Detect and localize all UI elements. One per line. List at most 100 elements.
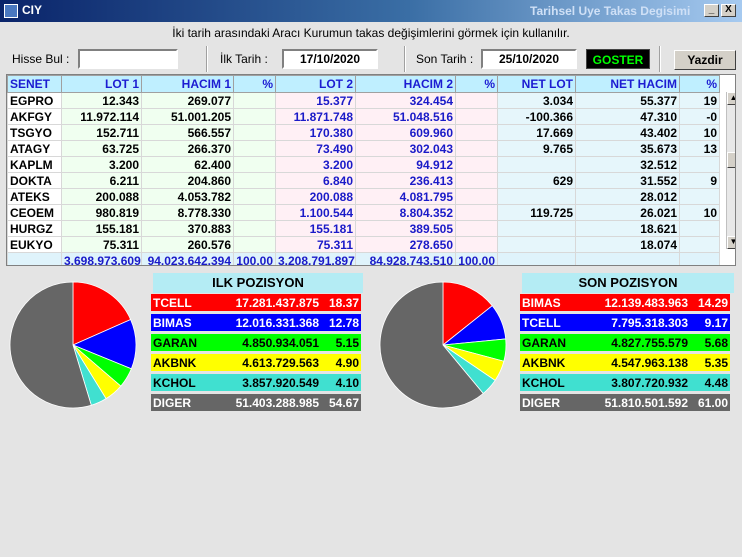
pie-slice-diger (9, 281, 92, 409)
total-pct2: 100,00 (455, 252, 498, 265)
col-header-pct1[interactable]: % (233, 75, 276, 93)
cell-pct1 (233, 204, 276, 221)
hisse-search-input[interactable] (78, 49, 178, 69)
pos-name: DIGER (520, 394, 578, 411)
cell-net-hacim: 47.310 (575, 108, 680, 125)
window-subtitle: Tarihsel Uye Takas Degisimi (530, 4, 691, 18)
cell-pct3: 13 (679, 140, 720, 157)
cell-senet: DOKTA (7, 172, 62, 189)
table-row[interactable]: ATEKS 200.088 4.053.782 200.088 4.081.795 28.… (7, 188, 720, 205)
table-row[interactable]: TSGYO 152.711 566.557 170.380 609.960 17.669 4… (7, 124, 720, 141)
col-header-pct2[interactable]: % (455, 75, 498, 93)
cell-lot2: 3.200 (275, 156, 356, 173)
pos-pct: 14.29 (690, 294, 730, 311)
position-row: DIGER 51.810.501.592 61.00 (520, 394, 730, 411)
cell-lot2: 11.871.748 (275, 108, 356, 125)
position-row: DIGER 51.403.288.985 54.67 (151, 394, 361, 411)
cell-pct1 (233, 108, 276, 125)
ilk-tarih-label: İlk Tarih : (220, 52, 268, 66)
position-row: KCHOL 3.857.920.549 4.10 (151, 374, 361, 391)
cell-hacim2: 278.650 (355, 236, 456, 253)
cell-hacim1: 4.053.782 (141, 188, 234, 205)
scroll-up-icon[interactable]: ▲ (727, 92, 735, 105)
cell-pct3 (679, 156, 720, 173)
col-header-senet[interactable]: SENET (7, 75, 62, 93)
cell-pct1 (233, 156, 276, 173)
pos-pct: 4.48 (690, 374, 730, 391)
col-header-net-hacim[interactable]: NET HACIM (575, 75, 680, 93)
cell-net-hacim: 32.512 (575, 156, 680, 173)
data-grid[interactable]: SENET LOT 1 HACIM 1 % LOT 2 HACIM 2 % NE… (6, 74, 736, 266)
cell-senet: TSGYO (7, 124, 62, 141)
cell-net-lot (497, 236, 576, 253)
table-row[interactable]: EGPRO 12.343 269.077 15.377 324.454 3.034 55.3… (7, 92, 720, 109)
pos-value: 51.403.288.985 (209, 394, 321, 411)
app-icon (4, 4, 18, 18)
col-header-pct3[interactable]: % (679, 75, 720, 93)
ilk-pozisyon-title: ILK POZISYON (153, 273, 363, 293)
pos-pct: 5.15 (321, 334, 361, 351)
cell-lot1: 200.088 (61, 188, 142, 205)
cell-pct1 (233, 188, 276, 205)
col-header-net-lot[interactable]: NET LOT (497, 75, 576, 93)
son-tarih-field[interactable]: 25/10/2020 (481, 49, 577, 69)
cell-lot1: 63.725 (61, 140, 142, 157)
col-header-lot2[interactable]: LOT 2 (275, 75, 356, 93)
cell-lot2: 200.088 (275, 188, 356, 205)
cell-net-hacim: 28.012 (575, 188, 680, 205)
pos-value: 17.281.437.875 (209, 294, 321, 311)
pos-value: 3.857.920.549 (209, 374, 321, 391)
cell-lot2: 170.380 (275, 124, 356, 141)
cell-senet: EUKYO (7, 236, 62, 253)
scroll-thumb[interactable] (727, 152, 735, 168)
pos-name: TCELL (151, 294, 209, 311)
table-row[interactable]: AKFGY 11.972.114 51.001.205 11.871.748 51.04… (7, 108, 720, 125)
table-row[interactable]: HURGZ 155.181 370.883 155.181 389.505 18.621 (7, 220, 720, 237)
cell-pct3: 9 (679, 172, 720, 189)
cell-lot1: 12.343 (61, 92, 142, 109)
col-header-lot1[interactable]: LOT 1 (61, 75, 142, 93)
cell-net-lot (497, 156, 576, 173)
goster-button[interactable]: GOSTER (586, 49, 650, 69)
position-row: AKBNK 4.547.963.138 5.35 (520, 354, 730, 371)
table-row[interactable]: CEOEM 980.819 8.778.330 1.100.544 8.804.352 1… (7, 204, 720, 221)
close-icon[interactable]: X (721, 4, 736, 17)
cell-pct3 (679, 236, 720, 253)
pos-name: KCHOL (520, 374, 578, 391)
pos-value: 12.016.331.368 (209, 314, 321, 331)
separator (404, 46, 406, 72)
vertical-scrollbar[interactable]: ▲ ▼ (726, 92, 735, 249)
minimize-icon[interactable]: _ (704, 4, 719, 17)
cell-hacim2: 609.960 (355, 124, 456, 141)
cell-hacim2: 324.454 (355, 92, 456, 109)
position-row: AKBNK 4.613.729.563 4.90 (151, 354, 361, 371)
ilk-tarih-field[interactable]: 17/10/2020 (282, 49, 378, 69)
scroll-down-icon[interactable]: ▼ (727, 236, 735, 249)
cell-senet: EGPRO (7, 92, 62, 109)
total-hacim2: 84.928.743.510 (355, 252, 456, 265)
title-bar: CIY Tarihsel Uye Takas Degisimi _ X (0, 0, 742, 22)
cell-hacim1: 204.860 (141, 172, 234, 189)
col-header-hacim1[interactable]: HACIM 1 (141, 75, 234, 93)
cell-lot1: 11.972.114 (61, 108, 142, 125)
table-row[interactable]: EUKYO 75.311 260.576 75.311 278.650 18.074 (7, 236, 720, 253)
totals-row: 3.698.973.609 94.023.642.394 100,00 3.208.7… (7, 252, 720, 265)
pos-name: AKBNK (151, 354, 209, 371)
cell-hacim1: 260.576 (141, 236, 234, 253)
pos-value: 4.850.934.051 (209, 334, 321, 351)
total-pct3 (679, 252, 720, 265)
table-row[interactable]: ATAGY 63.725 266.370 73.490 302.043 9.765 35.6… (7, 140, 720, 157)
pos-pct: 4.10 (321, 374, 361, 391)
table-row[interactable]: DOKTA 6.211 204.860 6.840 236.413 629 31.552 9 (7, 172, 720, 189)
cell-pct2 (455, 92, 498, 109)
cell-pct2 (455, 140, 498, 157)
col-header-hacim2[interactable]: HACIM 2 (355, 75, 456, 93)
cell-pct2 (455, 204, 498, 221)
total-hacim1: 94.023.642.394 (141, 252, 234, 265)
yazdir-button[interactable]: Yazdir (674, 50, 736, 70)
son-tarih-label: Son Tarih : (416, 52, 474, 66)
cell-hacim1: 266.370 (141, 140, 234, 157)
cell-hacim2: 8.804.352 (355, 204, 456, 221)
table-row[interactable]: KAPLM 3.200 62.400 3.200 94.912 32.512 (7, 156, 720, 173)
total-senet (7, 252, 62, 265)
